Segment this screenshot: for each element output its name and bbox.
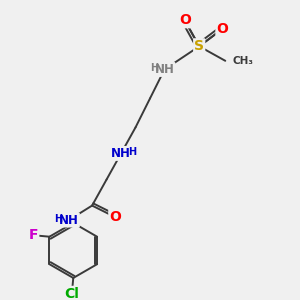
Text: NH: NH	[59, 214, 79, 226]
Text: NH: NH	[154, 63, 174, 76]
Text: H: H	[129, 147, 137, 157]
Text: CH₃: CH₃	[232, 56, 254, 66]
Text: O: O	[216, 22, 228, 36]
Text: O: O	[179, 13, 191, 27]
Text: O: O	[109, 210, 121, 224]
Text: F: F	[29, 228, 38, 242]
Text: NH: NH	[111, 147, 131, 160]
Text: H: H	[150, 63, 158, 73]
Text: S: S	[194, 39, 204, 53]
Text: H: H	[54, 214, 62, 224]
Text: Cl: Cl	[64, 287, 79, 300]
